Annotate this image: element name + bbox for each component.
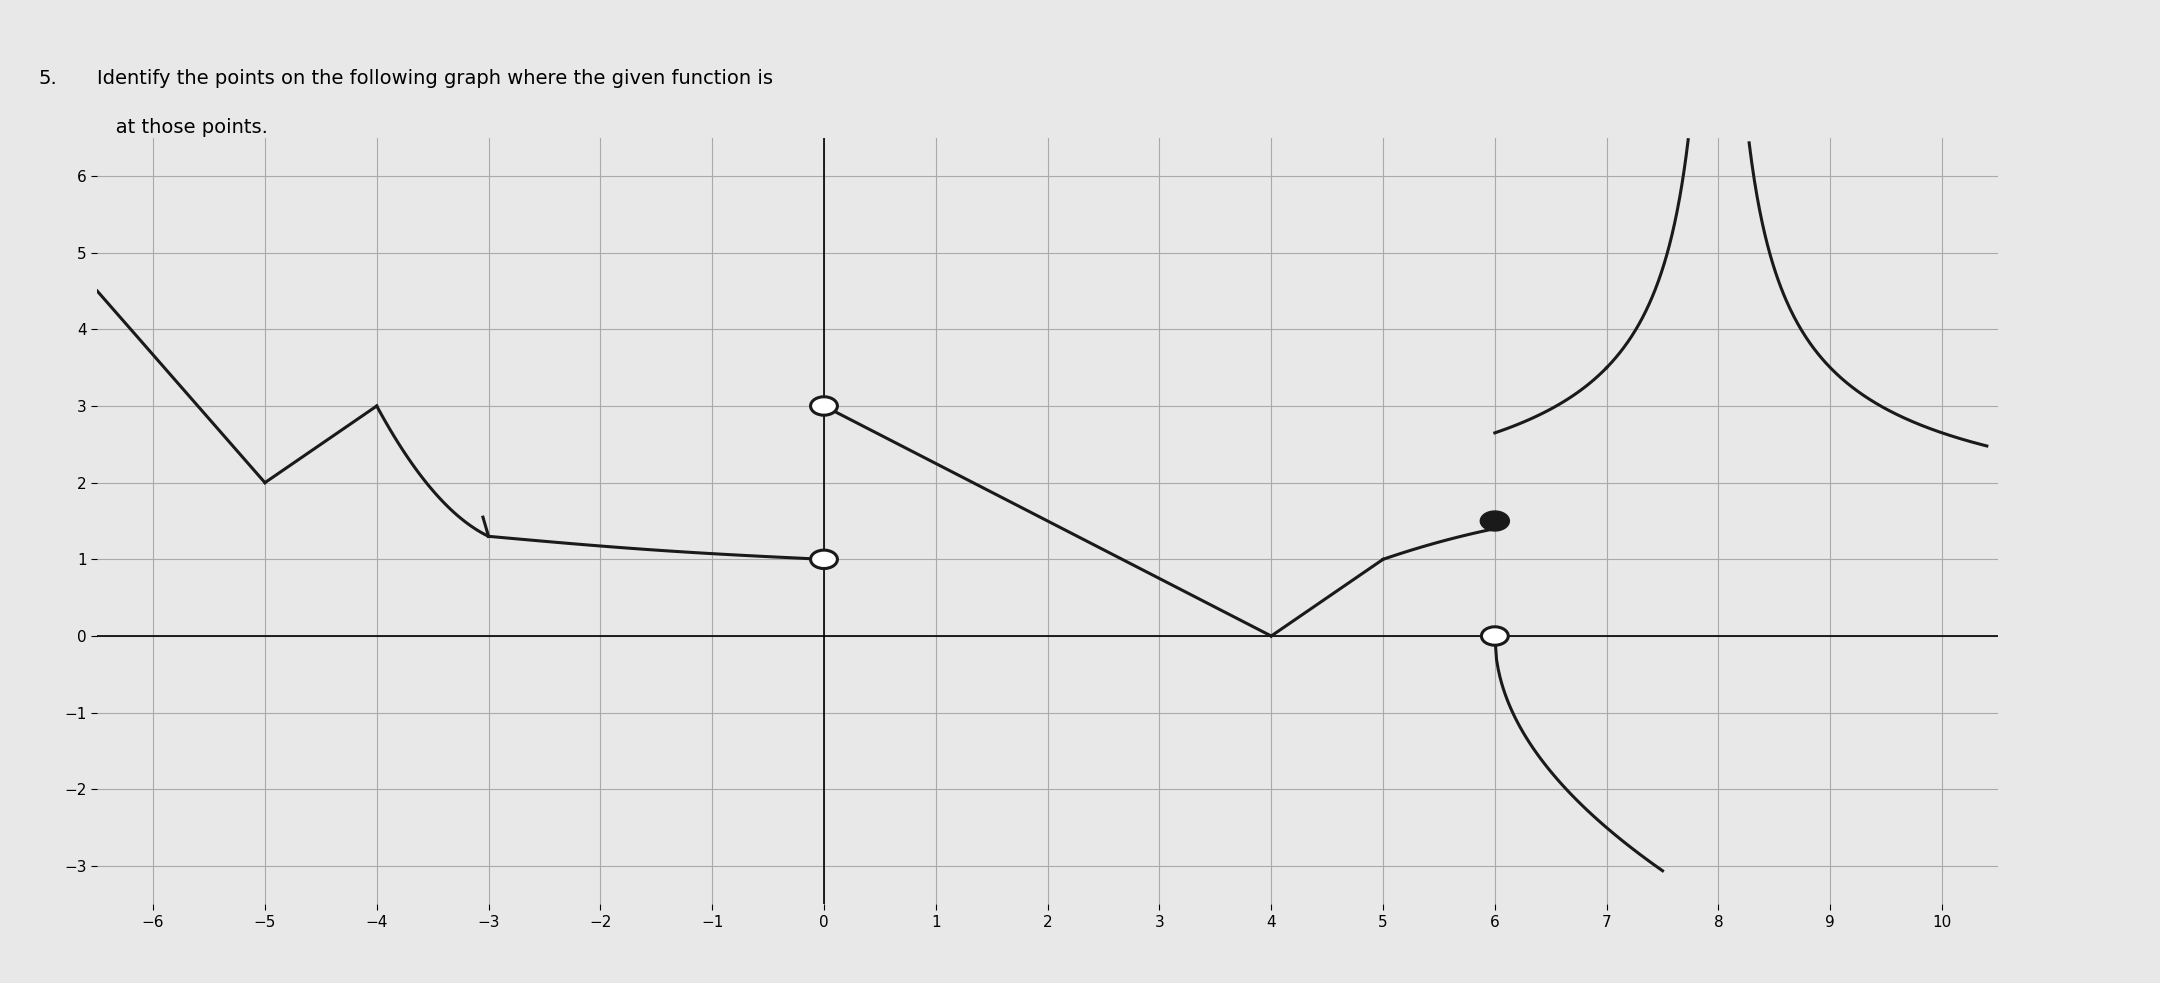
Circle shape [1482,627,1508,645]
Text: Identify the points on the following graph where the given function is: Identify the points on the following gra… [97,69,780,87]
Circle shape [810,397,838,415]
Circle shape [1480,511,1510,531]
Text: at those points.: at those points. [97,118,268,137]
Text: 5.: 5. [39,69,58,87]
Circle shape [810,550,838,568]
